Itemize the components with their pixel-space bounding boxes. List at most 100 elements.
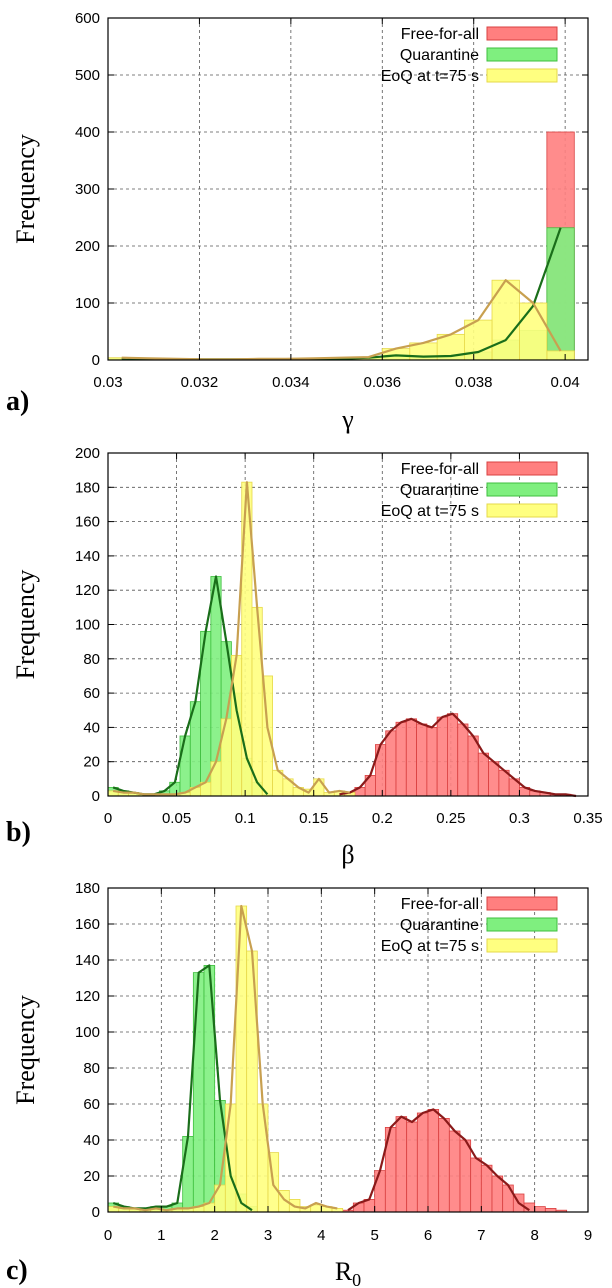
y-tick-label: 160 (75, 916, 100, 933)
panel-label: b) (6, 817, 31, 848)
x-tick-label: 9 (584, 1227, 592, 1244)
series-line-1 (339, 712, 577, 798)
y-tick-label: 0 (92, 352, 100, 369)
histogram-bar (235, 905, 248, 1213)
histogram-bar (447, 713, 459, 797)
x-tick-label: 6 (424, 1227, 432, 1244)
histogram-bar (374, 1170, 386, 1213)
legend-swatch (486, 461, 558, 476)
histogram-bar (427, 1109, 440, 1213)
x-tick-label: 0.036 (364, 374, 402, 391)
x-tick-label: 0.15 (299, 810, 328, 827)
histogram-bar (477, 752, 489, 797)
y-tick-label: 200 (75, 238, 100, 255)
x-tick-label: 1 (157, 1227, 165, 1244)
series-line-1 (347, 1108, 530, 1212)
histogram-bar (381, 348, 411, 361)
y-tick-label: 120 (75, 582, 100, 599)
legend: Free-for-all Quarantine EoQ at t=75 s (381, 896, 558, 955)
legend-entry-label: Free-for-all (401, 461, 479, 478)
chart-panel-2: 0 0.05 0.1 0.15 0.2 0.25 0.3 0.35 0 20 40 60 80 100 12… (6, 445, 603, 869)
histogram-bar (313, 778, 325, 797)
x-tick-label: 0.03 (93, 374, 122, 391)
histogram-bar (256, 1103, 269, 1213)
histogram-bar (546, 350, 575, 361)
histogram-bar (251, 606, 263, 797)
y-tick-label: 100 (75, 617, 100, 634)
legend-swatch (486, 47, 558, 62)
legend-entry-label: Quarantine (400, 47, 479, 64)
legend-swatch (486, 26, 558, 41)
series-line-3 (112, 481, 350, 796)
y-axis-label: Frequency (11, 570, 40, 680)
histogram-bar (480, 1164, 493, 1213)
x-tick-label: 0.034 (272, 374, 310, 391)
x-axis-label: β (341, 840, 354, 869)
x-tick-label: 0.35 (573, 810, 602, 827)
y-tick-label: 40 (83, 719, 100, 736)
x-axis-label: R0 (335, 1257, 361, 1288)
x-axis-label: γ (341, 405, 354, 434)
x-tick-label: 0.2 (372, 810, 393, 827)
legend-swatch (486, 917, 558, 932)
histogram-bar (426, 727, 438, 797)
y-tick-label: 80 (83, 651, 100, 668)
histogram-bar (457, 723, 469, 797)
histogram-bar (491, 279, 520, 361)
histogram-bar (182, 1136, 194, 1213)
y-tick-label: 0 (92, 1204, 100, 1221)
histogram-bar (459, 1139, 472, 1213)
x-axis-label-subscript: 0 (352, 1270, 361, 1288)
y-tick-label: 200 (75, 445, 100, 462)
histogram-bar (534, 1206, 546, 1213)
bar-series-1 (342, 1109, 568, 1213)
chart-panel-1: 0.03 0.032 0.034 0.036 0.038 0.04 0 100 200 300 40… (6, 10, 589, 434)
y-tick-label: 400 (75, 124, 100, 141)
legend-entry-label: Free-for-all (401, 26, 479, 43)
legend-entry-label: Free-for-all (401, 896, 479, 913)
x-tick-label: 0.25 (436, 810, 465, 827)
legend: Free-for-all Quarantine EoQ at t=75 s (381, 26, 558, 85)
legend-entry-label: EoQ at t=75 s (381, 68, 479, 85)
x-tick-label: 0 (104, 810, 112, 827)
x-tick-label: 5 (370, 1227, 378, 1244)
x-axis-label-main: γ (341, 405, 354, 434)
y-tick-label: 120 (75, 988, 100, 1005)
series-line-3 (113, 904, 338, 1212)
histogram-bar (405, 718, 417, 797)
bar-series-3 (107, 905, 344, 1213)
x-tick-label: 0.038 (455, 374, 493, 391)
legend: Free-for-all Quarantine EoQ at t=75 s (381, 461, 558, 520)
histogram-bar (395, 1116, 408, 1213)
y-tick-label: 180 (75, 479, 100, 496)
y-tick-label: 100 (75, 295, 100, 312)
chart-panel-3: 0 1 2 3 4 5 6 7 8 9 0 20 40 60 80 100 120 140 160 180 Freque… (6, 880, 592, 1288)
histogram-bar (385, 730, 397, 797)
histogram-bar (502, 1184, 514, 1213)
y-tick-label: 40 (83, 1132, 100, 1149)
x-tick-label: 3 (264, 1227, 272, 1244)
x-tick-label: 0.1 (235, 810, 256, 827)
y-tick-label: 80 (83, 1060, 100, 1077)
histogram-bar (214, 1184, 226, 1213)
y-tick-label: 140 (75, 548, 100, 565)
legend-swatch (486, 896, 558, 911)
x-tick-label: 0 (104, 1227, 112, 1244)
y-tick-label: 600 (75, 10, 100, 27)
histogram-bar (192, 972, 205, 1213)
legend-entry-label: Quarantine (400, 482, 479, 499)
legend-swatch (486, 482, 558, 497)
x-tick-label: 0.032 (181, 374, 219, 391)
x-tick-label: 4 (317, 1227, 325, 1244)
x-tick-label: 7 (477, 1227, 485, 1244)
legend-swatch (486, 938, 558, 953)
y-tick-label: 500 (75, 67, 100, 84)
legend-entry-label: EoQ at t=75 s (381, 503, 479, 520)
x-axis-label-main: β (341, 840, 354, 869)
y-axis-label: Frequency (11, 995, 40, 1105)
legend-swatch (486, 503, 558, 518)
panel-label: a) (6, 386, 29, 417)
y-tick-label: 140 (75, 952, 100, 969)
series-line-3 (121, 279, 562, 361)
